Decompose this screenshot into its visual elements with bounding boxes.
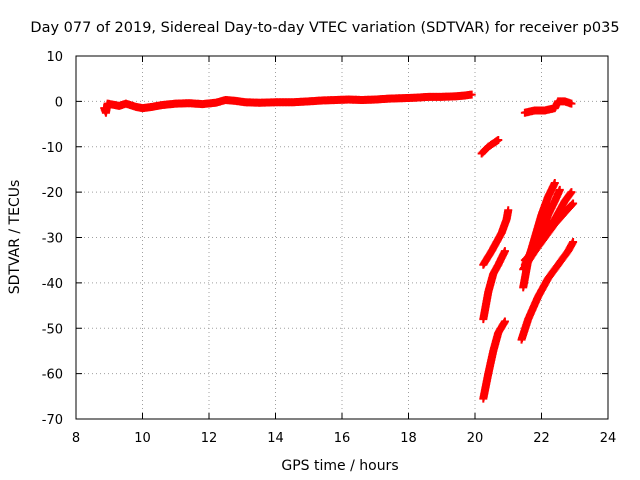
y-tick-label: -50 — [42, 322, 63, 337]
chart-title: Day 077 of 2019, Sidereal Day-to-day VTE… — [30, 20, 619, 36]
data-point — [567, 99, 576, 108]
data-point — [568, 200, 577, 209]
series-track-b — [479, 206, 513, 269]
y-tick-label: -30 — [42, 232, 63, 247]
data-points — [100, 90, 578, 403]
x-tick-label: 24 — [600, 431, 617, 446]
x-tick-label: 14 — [267, 431, 284, 446]
x-tick-label: 22 — [533, 431, 550, 446]
x-tick-label: 10 — [134, 431, 151, 446]
x-tick-label: 20 — [467, 431, 484, 446]
data-point — [569, 238, 578, 247]
data-point — [569, 199, 578, 208]
series-track-i — [517, 238, 578, 344]
series-late-cluster — [520, 97, 576, 117]
series-track-h — [520, 199, 578, 265]
series-main-band — [100, 90, 476, 117]
series-track-c — [479, 247, 509, 324]
data-point — [500, 247, 509, 256]
y-tick-label: -60 — [42, 368, 63, 383]
data-point — [467, 90, 476, 99]
plot-frame — [75, 55, 609, 420]
y-tick-label: -40 — [42, 277, 63, 292]
series-track-a — [477, 135, 503, 158]
data-point — [555, 185, 564, 194]
x-axis-label: GPS time / hours — [281, 458, 398, 474]
series-track-d — [479, 317, 509, 403]
y-tick-label: 0 — [55, 95, 63, 110]
x-tick-label: 18 — [400, 431, 417, 446]
x-tick-label: 12 — [201, 431, 218, 446]
x-tick-label: 8 — [72, 431, 80, 446]
y-axis-label: SDTVAR / TECUs — [7, 180, 23, 295]
data-point — [567, 188, 576, 197]
x-tick-label: 16 — [334, 431, 351, 446]
y-tick-label: -70 — [42, 413, 63, 428]
data-point — [500, 317, 509, 326]
data-point — [504, 206, 513, 215]
data-point — [494, 135, 503, 144]
axis-ticks: 8 10 12 14 16 18 20 22 24 10 0 -10 -20 -30 -40 -50 -60 -7… — [42, 50, 617, 446]
y-tick-label: -10 — [42, 141, 63, 156]
y-tick-label: 10 — [46, 50, 63, 65]
y-tick-label: -20 — [42, 186, 63, 201]
data-point — [550, 179, 559, 188]
